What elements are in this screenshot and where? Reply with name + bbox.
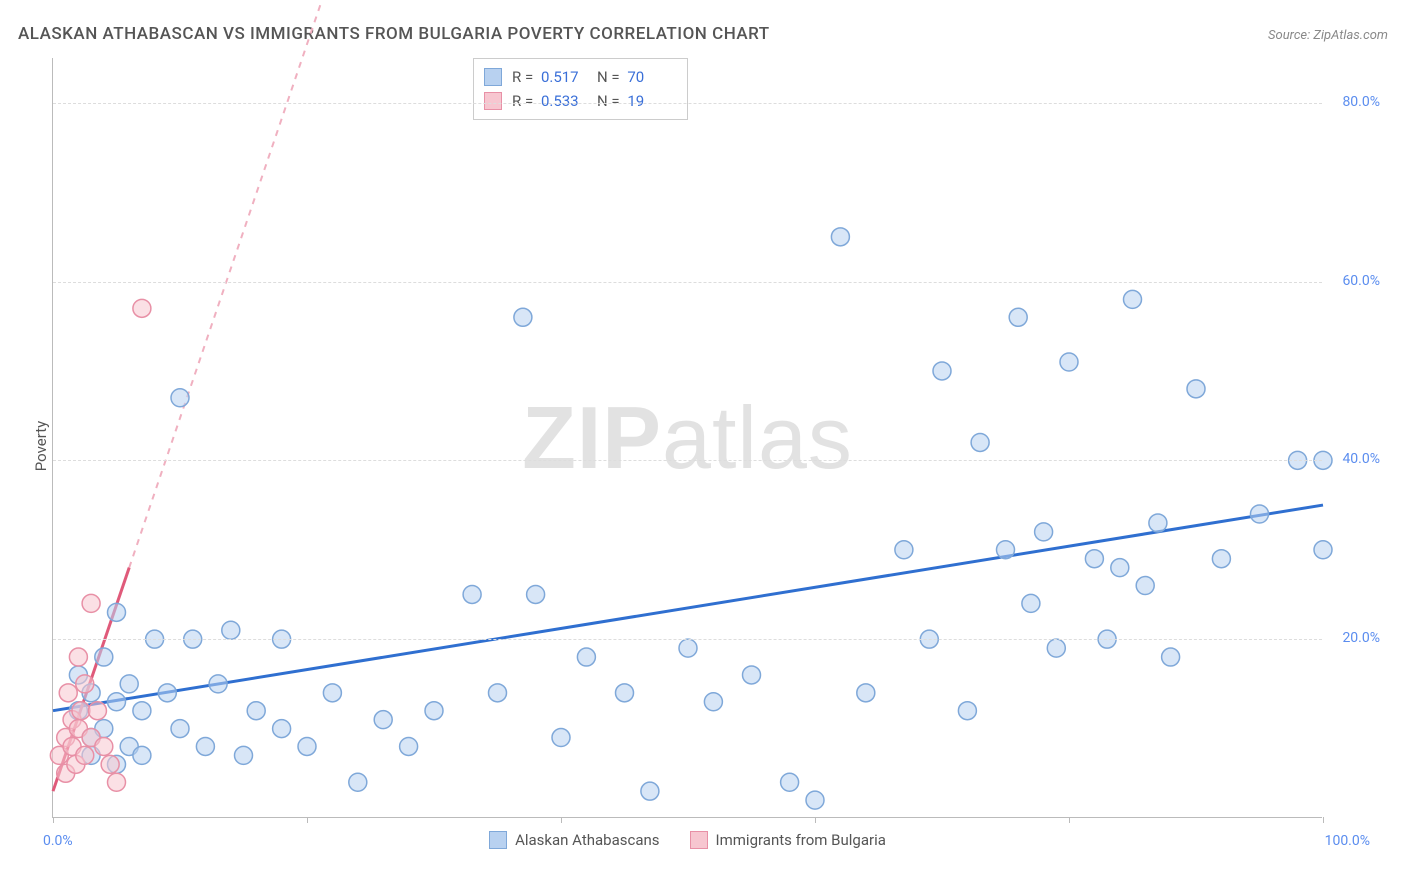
source-credit: Source: ZipAtlas.com (1268, 28, 1388, 43)
series-legend: Alaskan Athabascans Immigrants from Bulg… (53, 831, 1322, 849)
chart-header: ALASKAN ATHABASCAN VS IMMIGRANTS FROM BU… (18, 24, 1388, 44)
gridline (53, 460, 1322, 461)
x-tick (561, 817, 562, 823)
x-axis-max-label: 100.0% (1325, 833, 1370, 849)
x-axis-min-label: 0.0% (43, 833, 73, 849)
gridline (53, 639, 1322, 640)
legend-item: Alaskan Athabascans (489, 831, 659, 849)
y-tick-label: 60.0% (1342, 273, 1380, 289)
swatch-series-1 (484, 68, 502, 86)
n-label: N = (597, 68, 620, 86)
x-tick (815, 817, 816, 823)
scatter-plot: ZIPatlas R = 0.517 N = 70 R = 0.533 N = … (52, 58, 1322, 818)
r-value: 0.517 (541, 65, 587, 89)
stats-row: R = 0.533 N = 19 (484, 89, 673, 113)
y-tick-label: 40.0% (1342, 451, 1380, 467)
x-tick (1323, 817, 1324, 823)
chart-svg (53, 58, 1322, 817)
chart-title: ALASKAN ATHABASCAN VS IMMIGRANTS FROM BU… (18, 24, 770, 44)
r-label: R = (512, 92, 533, 110)
stats-row: R = 0.517 N = 70 (484, 65, 673, 89)
r-label: R = (512, 68, 533, 86)
legend-label: Immigrants from Bulgaria (716, 831, 886, 849)
swatch-series-2 (484, 92, 502, 110)
y-tick-label: 20.0% (1342, 630, 1380, 646)
n-label: N = (597, 92, 620, 110)
legend-item: Immigrants from Bulgaria (690, 831, 886, 849)
r-value: 0.533 (541, 89, 587, 113)
n-value: 19 (627, 89, 673, 113)
x-tick (1069, 817, 1070, 823)
stats-legend-box: R = 0.517 N = 70 R = 0.533 N = 19 (473, 58, 688, 120)
legend-label: Alaskan Athabascans (515, 831, 659, 849)
n-value: 70 (627, 65, 673, 89)
y-tick-label: 80.0% (1342, 94, 1380, 110)
y-axis-label: Poverty (32, 421, 50, 471)
gridline (53, 103, 1322, 104)
gridline (53, 282, 1322, 283)
legend-swatch-2 (690, 831, 708, 849)
x-tick (53, 817, 54, 823)
legend-swatch-1 (489, 831, 507, 849)
x-tick (307, 817, 308, 823)
